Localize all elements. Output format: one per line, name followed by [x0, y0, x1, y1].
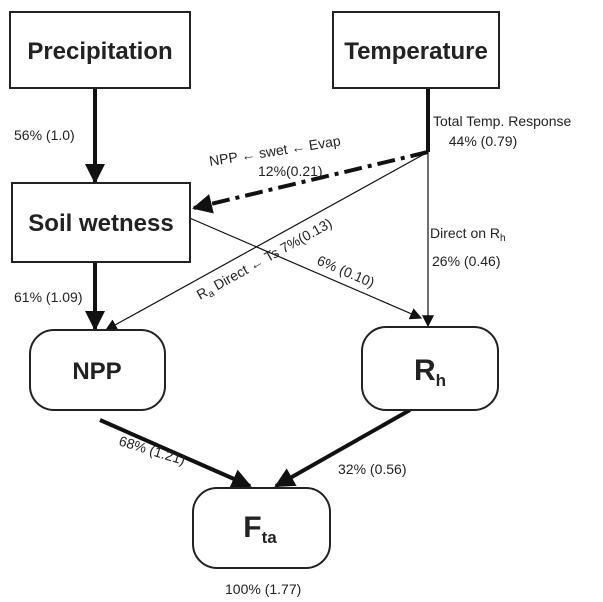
edge-label: 26% (0.46): [432, 253, 500, 269]
node-label: Temperature: [344, 38, 488, 65]
edge-label: 32% (0.56): [338, 461, 406, 477]
node-box: [332, 11, 500, 89]
edge-label: Direct ← Ts 7%(0.13): [207, 215, 334, 295]
edge-label: 61% (1.09): [14, 289, 82, 305]
edge-label: 44% (0.79): [449, 133, 517, 149]
edge-label: Direct on Rh: [430, 225, 506, 244]
node-label: Rh: [414, 354, 446, 390]
node-box: [9, 11, 191, 89]
node-box: [29, 329, 166, 411]
arrow: [274, 408, 411, 488]
subscript: h: [500, 233, 506, 244]
arrow: [104, 151, 429, 331]
arrow: [184, 215, 423, 320]
total-label: 100% (1.77): [225, 581, 301, 597]
node-box: [361, 326, 499, 411]
arrow: [99, 418, 252, 488]
subscript: ta: [262, 528, 278, 547]
node-box: [192, 487, 331, 569]
node-box: [11, 182, 191, 263]
subscript: h: [436, 371, 446, 390]
node-label: NPP: [72, 358, 121, 385]
subscript: a: [206, 288, 217, 301]
arrow: [192, 150, 429, 214]
node-label: R: [414, 354, 436, 387]
edge-label: 68% (1.21): [117, 433, 187, 468]
edge-label: Ra Direct ← Ts 7%(0.13): [194, 215, 336, 305]
node-label: Soil wetness: [28, 210, 173, 237]
node-label: F: [243, 511, 261, 544]
edge-label: Direct on R: [430, 225, 500, 241]
node-label: Precipitation: [27, 38, 172, 65]
edge-label: 6% (0.10): [315, 252, 377, 290]
edge-label: Total Temp. Response: [433, 113, 571, 129]
edge-label: 12%(0.21): [258, 163, 323, 179]
edge-label: 56% (1.0): [14, 127, 75, 143]
node-label: Fta: [243, 511, 277, 547]
